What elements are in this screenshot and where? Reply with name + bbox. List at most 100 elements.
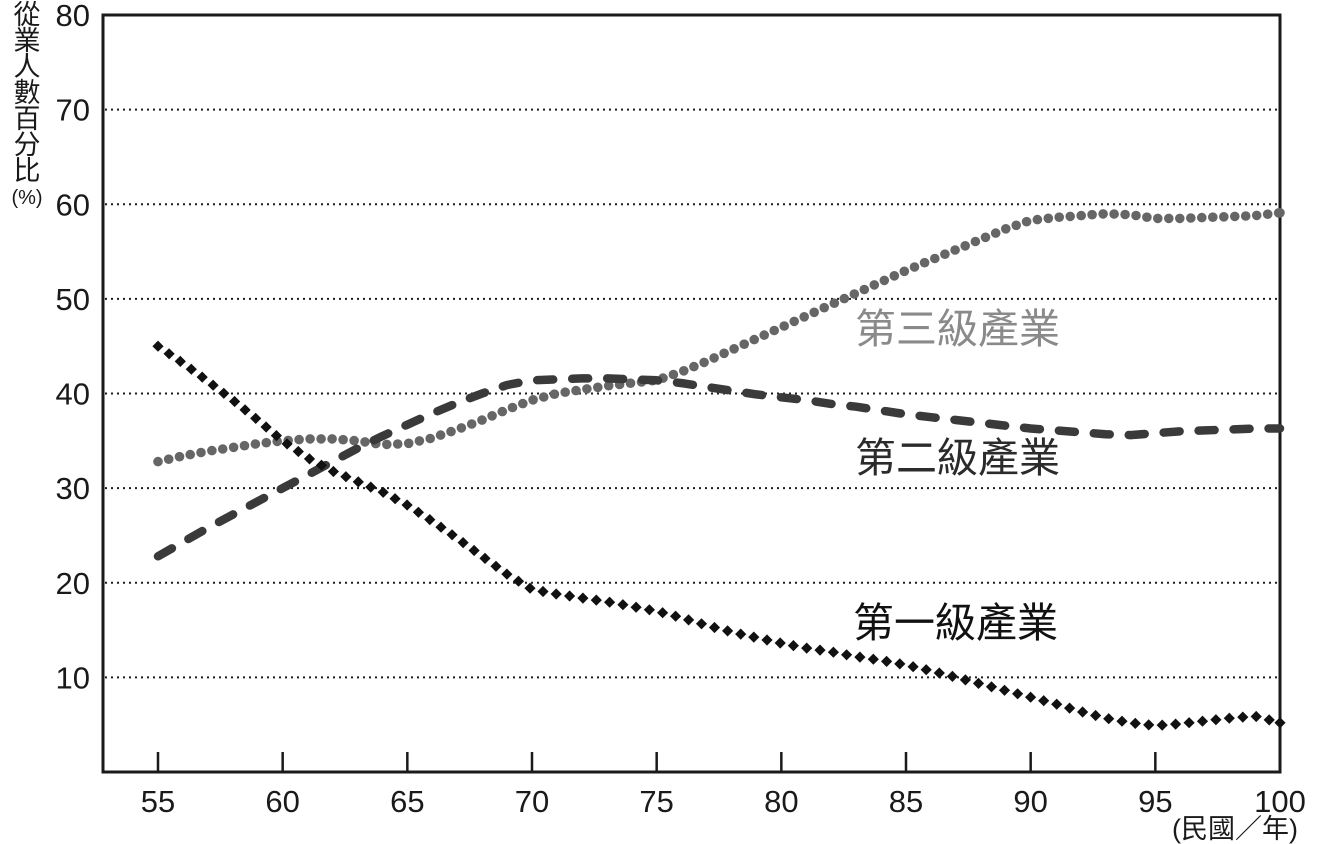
primary-diamond: [537, 585, 549, 598]
tertiary-dot: [779, 321, 789, 331]
primary-diamond: [735, 628, 747, 640]
tertiary-dot: [466, 419, 477, 429]
primary-diamond: [1223, 712, 1235, 724]
tertiary-dot: [1230, 211, 1240, 222]
primary-diamond: [1237, 711, 1249, 723]
primary-diamond: [479, 552, 491, 564]
primary-diamond: [239, 404, 251, 416]
tertiary-dot: [1131, 210, 1141, 221]
primary-diamond: [670, 610, 682, 622]
primary-diamond: [174, 355, 186, 367]
primary-diamond: [577, 592, 589, 604]
primary-diamond: [1025, 691, 1037, 703]
primary-diamond: [260, 421, 272, 433]
primary-diamond: [446, 529, 458, 541]
y-tick-label: 50: [56, 282, 90, 317]
tertiary-dot: [990, 228, 1001, 238]
primary-diamond: [617, 599, 629, 611]
tertiary-dot: [940, 249, 950, 259]
primary-diamond: [881, 655, 893, 667]
tertiary-dot: [679, 366, 689, 376]
tertiary-dot: [518, 398, 528, 409]
x-tick-label: 95: [1138, 784, 1172, 819]
y-tick-label: 80: [56, 0, 90, 33]
y-axis-title-text: 從業人數百分比: [6, 0, 48, 185]
tertiary-dot: [477, 415, 487, 425]
tertiary-dot: [327, 434, 337, 444]
y-tick-label: 30: [56, 471, 90, 506]
tertiary-dot: [528, 395, 538, 405]
tertiary-dot: [403, 438, 414, 449]
primary-diamond: [867, 653, 879, 665]
tertiary-dot: [859, 284, 870, 295]
primary-diamond: [814, 644, 826, 656]
tertiary-dot: [1021, 216, 1032, 227]
tertiary-dot: [1175, 213, 1185, 224]
primary-diamond: [722, 625, 734, 637]
primary-diamond: [1077, 706, 1089, 718]
primary-diamond: [1143, 719, 1155, 731]
tertiary-dot: [497, 406, 508, 417]
tertiary-dot: [487, 411, 497, 421]
tertiary-dot: [879, 275, 890, 286]
tertiary-dot: [316, 434, 326, 444]
primary-diamond: [946, 670, 958, 682]
primary-diamond: [340, 471, 352, 483]
tertiary-dot: [899, 266, 910, 277]
primary-diamond: [695, 618, 708, 630]
tertiary-dot: [507, 402, 518, 413]
x-axis-ticks: [156, 752, 1157, 772]
tertiary-dot: [1054, 212, 1064, 222]
primary-diamond: [972, 677, 985, 689]
tertiary-dot: [839, 293, 850, 304]
tertiary-dot: [446, 426, 456, 437]
y-axis-title-char: 從: [13, 0, 41, 30]
tertiary-dot: [1219, 212, 1229, 222]
primary-diamond: [468, 544, 480, 557]
y-axis-title-char: 百: [13, 104, 41, 134]
primary-diamond: [748, 631, 760, 643]
y-axis-unit: (%): [11, 187, 43, 209]
tertiary-dot: [217, 444, 228, 454]
tertiary-dot: [261, 437, 272, 448]
primary-diamond: [435, 521, 447, 533]
y-axis-tick-labels: 80 70 60 50 40 30 20 10: [56, 0, 90, 695]
primary-diamond: [270, 430, 282, 442]
tertiary-dot: [789, 316, 799, 327]
primary-diamond: [389, 493, 401, 505]
primary-diamond: [1012, 688, 1024, 700]
primary-diamond: [643, 604, 655, 616]
tertiary-dot: [970, 236, 981, 247]
tertiary-dot: [228, 442, 239, 453]
y-tick-label: 70: [56, 93, 90, 128]
tertiary-dot: [294, 434, 304, 445]
plot-border: [101, 13, 1282, 774]
x-tick-label: 80: [764, 784, 798, 819]
primary-diamond: [1170, 718, 1182, 730]
tertiary-dot: [207, 445, 217, 456]
primary-diamond: [365, 481, 377, 493]
primary-diamond: [412, 506, 424, 518]
tertiary-dot: [950, 245, 960, 255]
tertiary-dot: [549, 389, 560, 400]
tertiary-dot: [1109, 209, 1119, 219]
tertiary-dot: [360, 437, 370, 447]
tertiary-dot: [1032, 214, 1043, 225]
primary-diamond: [774, 637, 786, 649]
tertiary-dot: [425, 433, 436, 444]
tertiary-dot: [1098, 209, 1108, 219]
primary-diamond: [1116, 715, 1128, 727]
primary-diamond: [524, 582, 536, 594]
tertiary-dot: [560, 387, 570, 398]
primary-diamond: [490, 560, 502, 572]
tertiary-dot: [625, 378, 636, 389]
y-axis-title-char: 分: [13, 130, 41, 160]
tertiary-dot: [349, 435, 359, 446]
primary-diamond: [1064, 702, 1076, 714]
primary-diamond: [1051, 698, 1063, 710]
tertiary-dot: [1240, 211, 1251, 221]
primary-diamond: [959, 674, 971, 686]
x-tick-label: 85: [889, 784, 923, 819]
